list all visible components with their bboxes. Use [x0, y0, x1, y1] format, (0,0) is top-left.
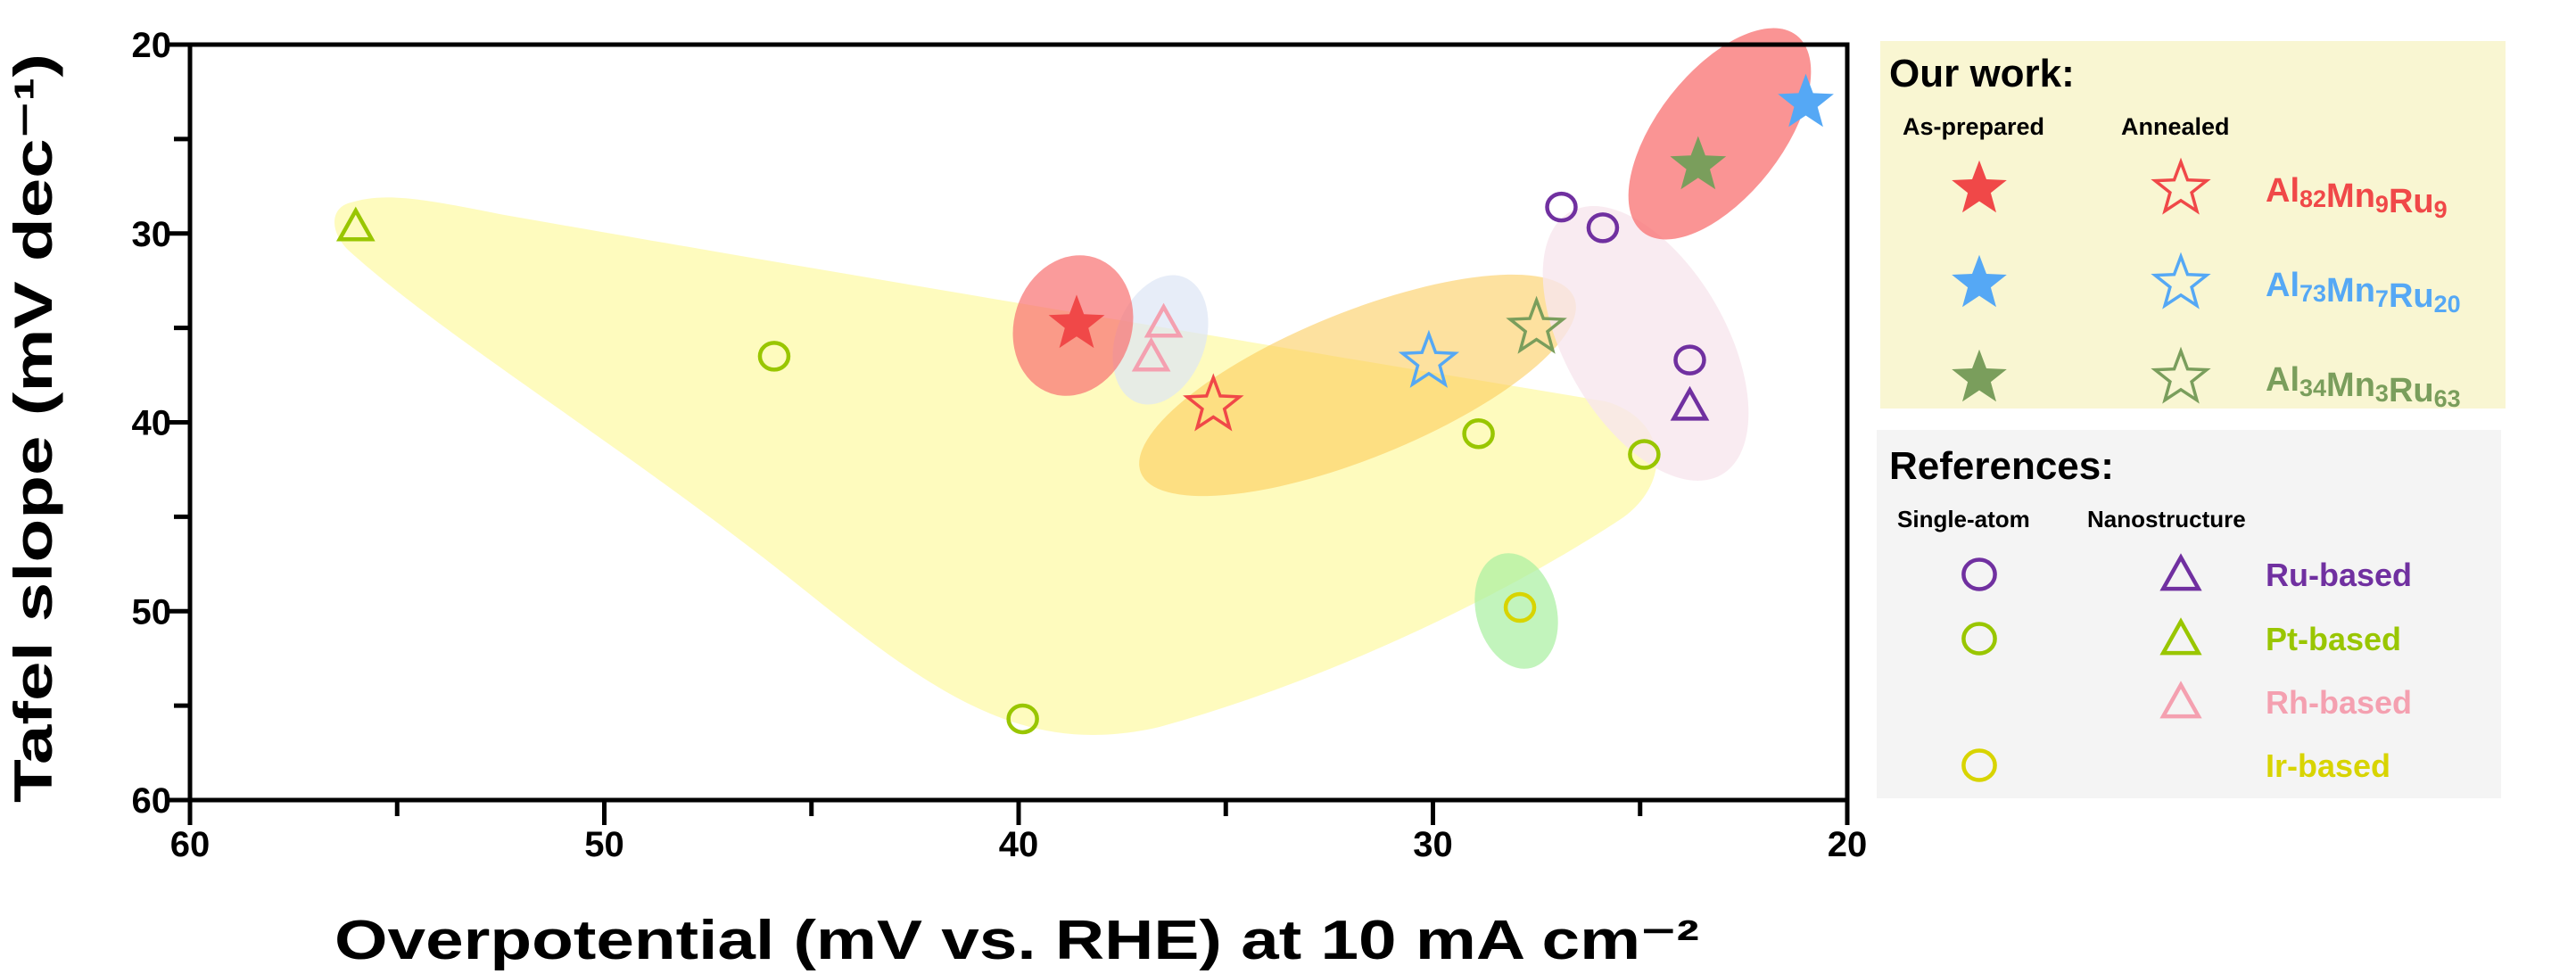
data-point-triangle-rh-based [1131, 336, 1171, 372]
data-point-star-filled-al82mn9ru9 [1048, 294, 1105, 349]
region-green [1474, 553, 1558, 669]
legend-label-ru-based: Ru-based [2266, 557, 2412, 593]
x-tick-labels: 60 50 40 30 20 [170, 825, 1868, 864]
region-lightblue [1112, 275, 1209, 405]
legend-star-filled-icon [1952, 254, 2007, 308]
y-tick-label: 20 [132, 26, 172, 65]
legend-star-filled-icon [1952, 160, 2007, 213]
legend-triangle-icon [2159, 681, 2202, 719]
shaded-regions [334, 28, 1812, 736]
legend-circle-icon [1961, 748, 1997, 782]
y-tick-label: 30 [132, 215, 172, 254]
legend-col-single-atom: Single-atom [1897, 506, 2030, 532]
legend-circle-icon [1961, 622, 1997, 656]
data-point-circle-ru-based [1545, 191, 1578, 223]
y-axis-title: Tafel slope (mV dec⁻¹) [4, 54, 63, 803]
legend-our-work-title: Our work: [1889, 52, 2075, 95]
data-point-star-filled-al73mn7ru20 [1778, 73, 1834, 128]
legend-star-filled-icon [1952, 349, 2007, 402]
region-orange [1139, 274, 1576, 497]
data-point-circle-pt-based [1628, 439, 1661, 470]
data-point-star-filled-al34mn3ru63 [1670, 136, 1727, 190]
x-tick-label: 50 [584, 825, 624, 864]
data-point-star-open-al34mn3ru63 [1506, 295, 1567, 354]
legend-triangle-icon [2159, 617, 2202, 656]
legend-col-nanostructure: Nanostructure [2087, 506, 2246, 532]
ticks [165, 42, 1850, 825]
legend-col-annealed: Annealed [2121, 113, 2230, 140]
legend-col-as-prepared: As-prepared [1903, 113, 2044, 140]
data-point-circle-ru-based [1673, 344, 1706, 376]
legend-label-al82mn9ru9: Al82Mn9Ru9 [2266, 172, 2448, 223]
data-points [335, 73, 1834, 735]
legend-label-pt-based: Pt-based [2266, 621, 2401, 657]
region-red-top [1628, 28, 1812, 240]
legend-star-open-icon [2151, 157, 2211, 215]
x-axis-title: Overpotential (mV vs. RHE) at 10 mA cm⁻² [334, 910, 1699, 971]
legend-label-al34mn3ru63: Al34Mn3Ru63 [2266, 361, 2461, 412]
data-point-circle-pt-based [1006, 703, 1039, 735]
legend-triangle-icon [2159, 553, 2202, 591]
data-point-circle-ir-based [1503, 591, 1537, 623]
data-point-circle-ru-based [1586, 212, 1620, 244]
data-point-triangle-pt-based [335, 206, 376, 242]
legend-references-title: References: [1889, 444, 2114, 488]
x-tick-label: 20 [1828, 825, 1868, 864]
legend-our-work: Our work: As-prepared Annealed Al82Mn9Ru… [1880, 41, 2506, 412]
y-tick-label: 50 [132, 592, 172, 631]
data-point-circle-pt-based [1462, 417, 1495, 450]
region-pink [1542, 206, 1749, 481]
y-tick-labels: 20 30 40 50 60 [132, 26, 172, 821]
legend-star-open-icon [2151, 346, 2211, 404]
legend-label-rh-based: Rh-based [2266, 684, 2412, 721]
legend-references: References: Single-atom Nanostructure Ru… [1877, 430, 2501, 798]
region-yellow [334, 197, 1657, 736]
x-tick-label: 60 [170, 825, 211, 864]
x-tick-label: 40 [999, 825, 1039, 864]
legend-label-ir-based: Ir-based [2266, 747, 2390, 784]
legend-circle-icon [1961, 557, 1997, 591]
data-point-triangle-rh-based [1144, 302, 1184, 338]
y-tick-label: 40 [132, 404, 172, 443]
x-tick-label: 30 [1413, 825, 1453, 864]
legend-label-al73mn7ru20: Al73Mn7Ru20 [2266, 267, 2461, 318]
legend-star-open-icon [2151, 252, 2211, 310]
y-tick-label: 60 [132, 781, 172, 821]
data-point-circle-pt-based [757, 341, 791, 372]
data-point-star-open-al82mn9ru9 [1183, 373, 1244, 432]
data-point-star-open-al73mn7ru20 [1398, 329, 1460, 388]
data-point-triangle-ru-based [1670, 385, 1710, 421]
